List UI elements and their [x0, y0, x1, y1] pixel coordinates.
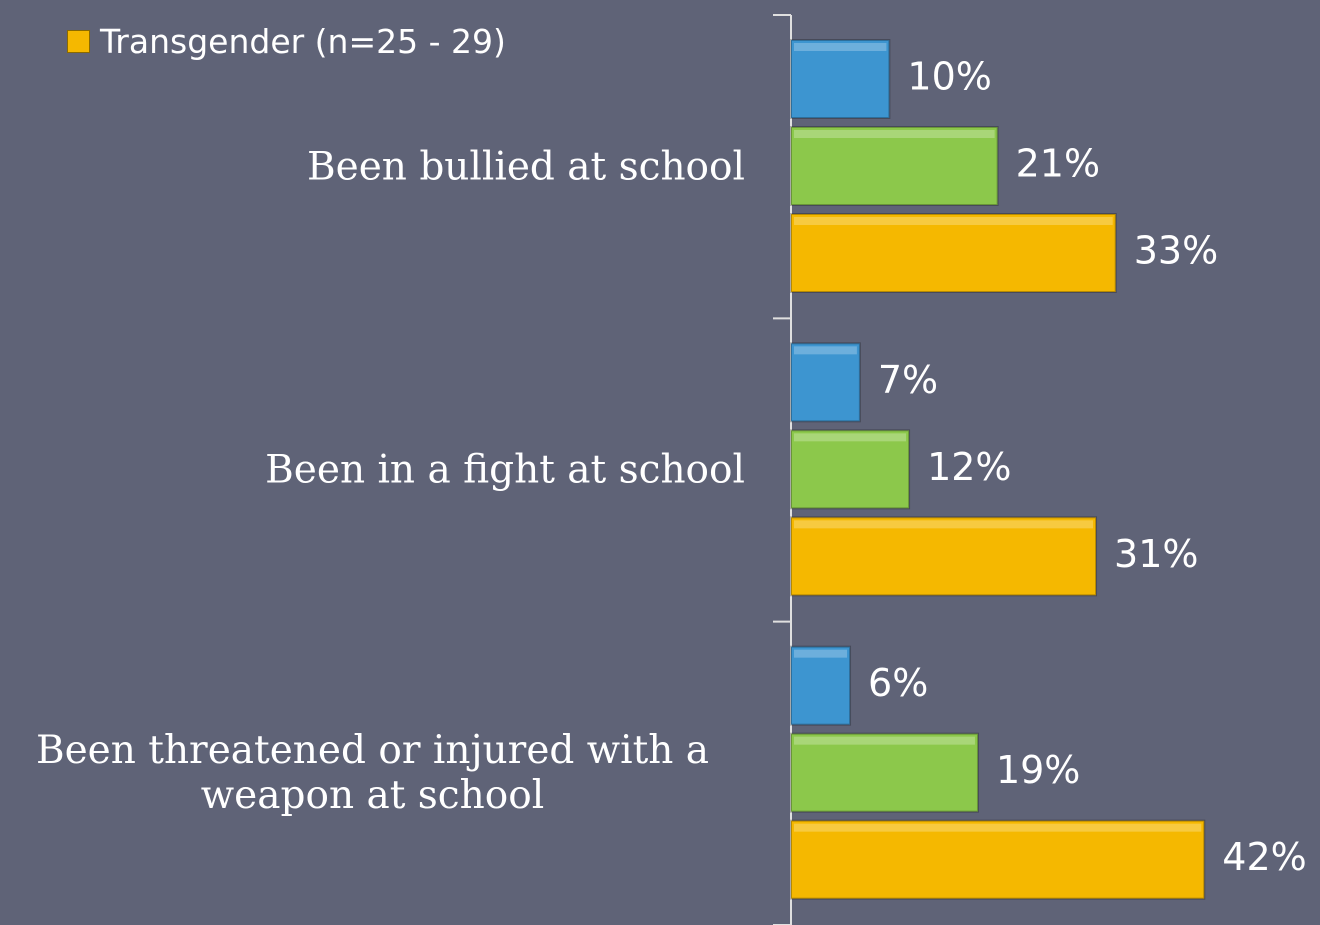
- bar: [790, 213, 1117, 293]
- bar-highlight: [794, 43, 887, 51]
- value-label: 42%: [1222, 835, 1306, 879]
- value-label: 19%: [996, 748, 1080, 792]
- bar-highlight: [794, 346, 857, 355]
- value-label: 10%: [907, 55, 991, 99]
- bar: [790, 645, 852, 726]
- bar: [790, 39, 891, 119]
- legend-item: Transgender (n=25 - 29): [67, 22, 506, 61]
- bar-highlight: [794, 823, 1202, 832]
- bar: [790, 342, 861, 423]
- category-text: Been in a fight at school: [265, 447, 745, 493]
- bar-highlight: [794, 736, 975, 745]
- category-text: Been threatened or injured with a weapon…: [35, 728, 710, 819]
- value-label: 21%: [1016, 142, 1100, 186]
- value-label: 12%: [927, 445, 1011, 489]
- bar: [790, 516, 1098, 597]
- bar: [790, 429, 911, 510]
- value-label: 6%: [868, 661, 928, 705]
- bar: [790, 732, 979, 813]
- bar: [790, 126, 999, 206]
- bar-highlight: [794, 520, 1094, 529]
- legend-label: Transgender (n=25 - 29): [100, 22, 506, 61]
- bar: [790, 819, 1206, 900]
- value-label: 33%: [1134, 229, 1218, 273]
- bar-highlight: [794, 130, 995, 138]
- value-label: 7%: [878, 358, 938, 402]
- bar-highlight: [794, 433, 907, 442]
- category-label: Been bullied at school: [307, 144, 745, 189]
- category-label: Been in a fight at school: [265, 448, 745, 493]
- bar-highlight: [794, 217, 1113, 225]
- bar-highlight: [794, 649, 848, 658]
- legend-swatch: [67, 30, 90, 53]
- category-label: Been threatened or injured with a weapon…: [0, 728, 745, 818]
- category-text: Been bullied at school: [306, 144, 745, 190]
- value-label: 31%: [1114, 532, 1198, 576]
